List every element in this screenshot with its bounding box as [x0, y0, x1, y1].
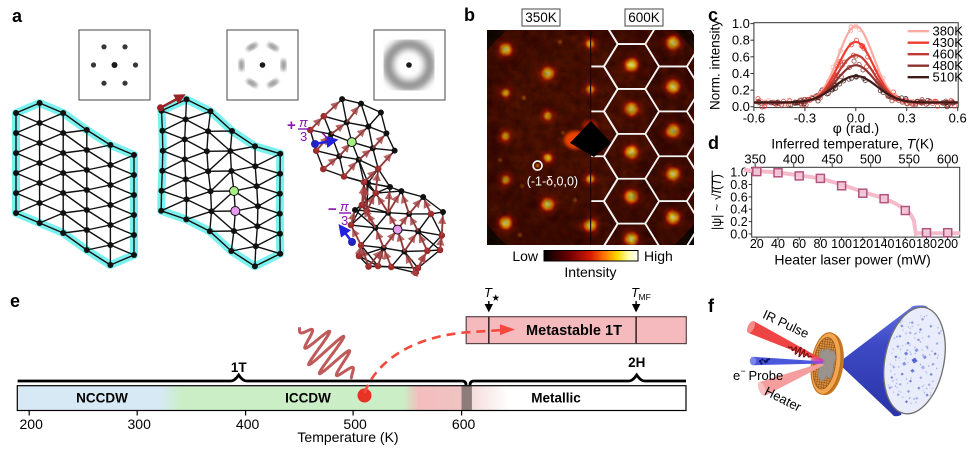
svg-text:80: 80 [813, 237, 827, 251]
svg-text:Temperature (K): Temperature (K) [297, 429, 398, 445]
svg-text:0.2: 0.2 [732, 83, 750, 98]
svg-text:450: 450 [821, 152, 843, 167]
svg-text:NCCDW: NCCDW [76, 391, 128, 406]
svg-text:0.6: 0.6 [732, 49, 750, 64]
svg-text:Metastable 1T: Metastable 1T [526, 323, 622, 339]
svg-text:100: 100 [831, 237, 852, 251]
svg-text:−: − [741, 366, 746, 376]
svg-text:160: 160 [895, 237, 916, 251]
svg-text:20: 20 [750, 237, 764, 251]
svg-text:-0.3: -0.3 [794, 111, 816, 126]
svg-text:π: π [299, 115, 308, 130]
svg-text:π: π [340, 199, 349, 214]
svg-text:180: 180 [916, 237, 937, 251]
svg-text:★: ★ [492, 293, 501, 304]
svg-text:Metallic: Metallic [531, 391, 581, 406]
svg-text:510K: 510K [933, 70, 964, 85]
svg-text:350K: 350K [525, 10, 557, 25]
svg-text:120: 120 [852, 237, 873, 251]
svg-text:60: 60 [792, 237, 806, 251]
svg-text:3: 3 [300, 129, 307, 144]
svg-text:200: 200 [937, 237, 958, 251]
svg-text:d: d [708, 133, 719, 153]
svg-text:1T: 1T [231, 360, 248, 375]
svg-text:200: 200 [20, 416, 44, 432]
svg-text:Norm. intensity: Norm. intensity [708, 20, 723, 110]
svg-text:0.3: 0.3 [898, 111, 916, 126]
svg-text:Low: Low [512, 248, 539, 264]
svg-text:e: e [10, 291, 20, 311]
svg-text:0.8: 0.8 [732, 33, 750, 48]
svg-text:ICCDW: ICCDW [285, 391, 331, 406]
svg-text:2H: 2H [628, 355, 645, 370]
svg-text:300: 300 [128, 416, 152, 432]
svg-text:0.4: 0.4 [732, 66, 750, 81]
svg-text:0.2: 0.2 [730, 215, 747, 229]
svg-text:0.0: 0.0 [732, 99, 750, 114]
svg-text:400: 400 [236, 416, 260, 432]
svg-text:1.0: 1.0 [730, 166, 747, 180]
svg-text:3: 3 [341, 213, 348, 228]
svg-text:0.6: 0.6 [730, 190, 747, 204]
svg-text:−: − [328, 201, 337, 218]
svg-text:Intensity: Intensity [564, 264, 616, 280]
svg-text:(-1-δ,0,0): (-1-δ,0,0) [527, 175, 578, 189]
svg-text:e: e [733, 368, 740, 383]
svg-text:40: 40 [771, 237, 785, 251]
svg-text:b: b [464, 5, 475, 25]
svg-text:0.8: 0.8 [730, 178, 747, 192]
svg-text:0.0: 0.0 [730, 227, 747, 241]
svg-text:1.0: 1.0 [732, 16, 750, 31]
svg-text:0.6: 0.6 [949, 111, 967, 126]
svg-text:f: f [708, 296, 715, 316]
svg-text:600: 600 [452, 416, 476, 432]
svg-text:Probe: Probe [749, 368, 784, 383]
svg-text:600: 600 [937, 152, 959, 167]
svg-text:140: 140 [874, 237, 895, 251]
svg-text:400: 400 [783, 152, 805, 167]
svg-text:+: + [287, 117, 296, 134]
svg-text:a: a [12, 6, 23, 26]
svg-text:550: 550 [898, 152, 920, 167]
svg-text:600K: 600K [628, 10, 660, 25]
svg-text:350: 350 [744, 152, 766, 167]
svg-text:High: High [644, 248, 673, 264]
svg-text:500: 500 [860, 152, 882, 167]
svg-text:φ (rad.): φ (rad.) [833, 120, 879, 136]
svg-text:Heater laser power (mW): Heater laser power (mW) [774, 252, 930, 268]
svg-text:0.4: 0.4 [730, 203, 747, 217]
svg-text:MF: MF [639, 292, 651, 302]
svg-text:Inferred temperature, T(K): Inferred temperature, T(K) [771, 136, 934, 152]
